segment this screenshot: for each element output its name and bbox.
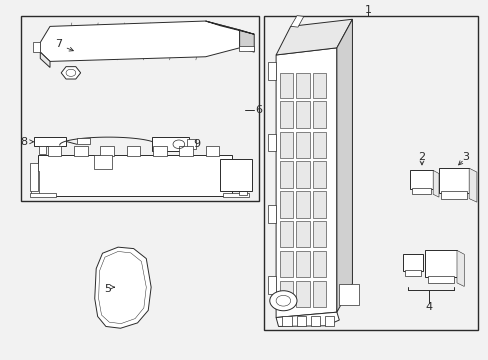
Polygon shape <box>267 276 276 294</box>
Bar <box>187 139 196 149</box>
Bar <box>282 316 291 327</box>
Bar <box>47 146 61 156</box>
Bar <box>402 254 422 271</box>
Bar <box>152 137 188 151</box>
Text: 1: 1 <box>364 5 371 15</box>
Text: 8: 8 <box>20 137 27 147</box>
Bar <box>339 284 358 305</box>
Polygon shape <box>33 42 40 52</box>
Bar <box>39 146 46 154</box>
Bar <box>296 316 305 327</box>
Bar <box>312 221 325 247</box>
Polygon shape <box>205 21 254 34</box>
Bar <box>312 161 325 188</box>
Bar <box>74 146 87 156</box>
Bar <box>220 159 251 192</box>
Bar <box>411 188 430 194</box>
Bar <box>279 251 292 277</box>
Bar <box>312 102 325 128</box>
Bar <box>279 192 292 217</box>
Bar <box>438 168 468 193</box>
Bar <box>295 73 309 98</box>
Bar <box>295 221 309 247</box>
Bar <box>34 137 66 146</box>
Text: 9: 9 <box>193 139 200 149</box>
Bar <box>427 276 453 283</box>
Polygon shape <box>456 250 463 287</box>
Bar <box>222 193 249 197</box>
Bar <box>94 155 112 169</box>
Bar <box>312 73 325 98</box>
Bar <box>441 192 466 199</box>
Bar <box>295 161 309 188</box>
Bar <box>279 73 292 98</box>
Bar <box>179 146 192 156</box>
Bar <box>312 251 325 277</box>
Bar <box>50 146 57 154</box>
Circle shape <box>269 291 296 311</box>
Bar <box>279 221 292 247</box>
Bar <box>312 192 325 217</box>
Text: 5: 5 <box>103 284 111 294</box>
Bar <box>264 16 477 330</box>
Bar <box>295 192 309 217</box>
Bar <box>295 132 309 158</box>
Bar <box>310 316 320 327</box>
Polygon shape <box>276 19 352 55</box>
Bar <box>279 281 292 307</box>
Polygon shape <box>40 21 239 62</box>
Polygon shape <box>267 134 276 152</box>
Bar <box>30 163 38 192</box>
Bar <box>205 146 219 156</box>
Polygon shape <box>267 205 276 223</box>
Bar <box>30 193 56 197</box>
Text: 3: 3 <box>461 152 468 162</box>
Polygon shape <box>239 30 254 52</box>
Bar <box>409 170 432 189</box>
Bar <box>77 138 90 144</box>
Polygon shape <box>336 19 352 312</box>
Bar <box>295 251 309 277</box>
Polygon shape <box>40 52 50 67</box>
Bar <box>126 146 140 156</box>
Polygon shape <box>290 16 303 27</box>
Bar <box>279 102 292 128</box>
Bar <box>295 102 309 128</box>
Bar <box>312 132 325 158</box>
Bar <box>404 270 420 276</box>
Bar <box>30 171 39 194</box>
Bar <box>279 132 292 158</box>
Bar <box>21 16 259 202</box>
Bar <box>324 316 334 327</box>
Bar <box>38 155 232 196</box>
Bar <box>238 172 247 195</box>
Bar <box>153 146 166 156</box>
Text: 2: 2 <box>418 152 425 162</box>
Polygon shape <box>267 62 276 80</box>
Bar <box>279 161 292 188</box>
Polygon shape <box>238 46 254 51</box>
Bar <box>312 281 325 307</box>
Bar <box>295 281 309 307</box>
Bar <box>100 146 114 156</box>
Text: 7: 7 <box>55 39 62 49</box>
Text: 6: 6 <box>255 105 262 115</box>
Text: 4: 4 <box>425 302 432 312</box>
Polygon shape <box>95 247 151 328</box>
Polygon shape <box>432 170 438 197</box>
Bar <box>425 250 456 277</box>
Polygon shape <box>276 312 339 327</box>
Polygon shape <box>276 48 336 318</box>
Polygon shape <box>468 168 476 202</box>
